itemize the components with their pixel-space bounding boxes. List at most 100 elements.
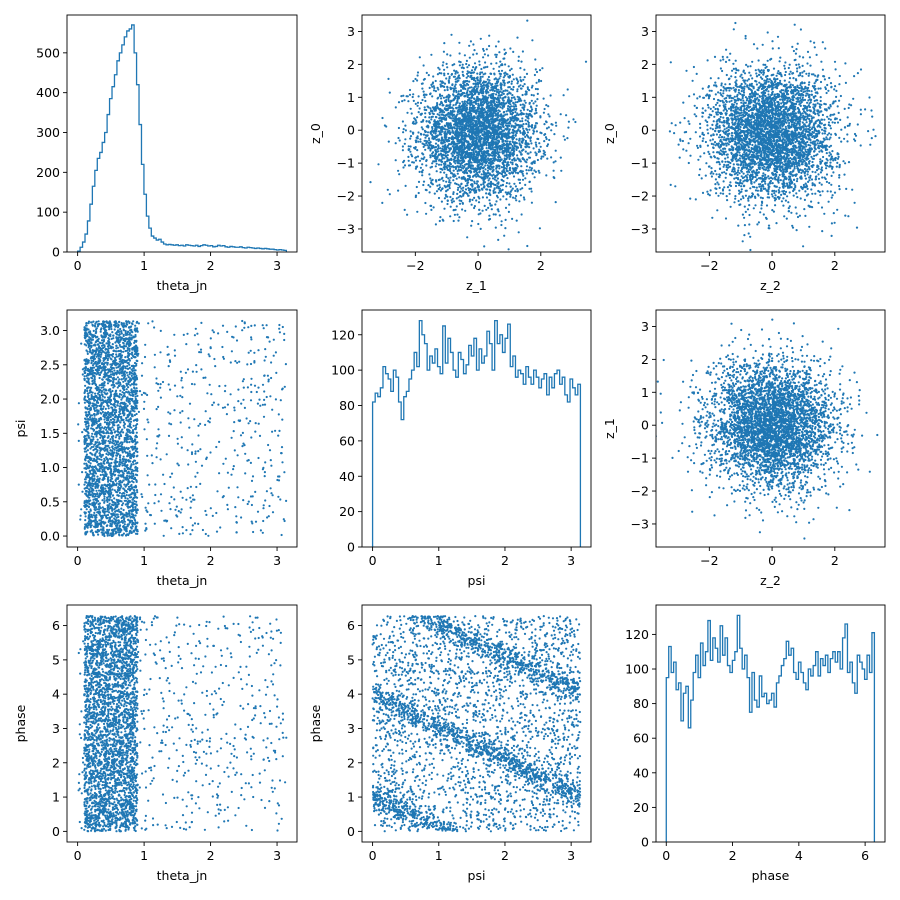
scatter-point bbox=[844, 214, 847, 217]
scatter-point bbox=[784, 73, 787, 77]
scatter-point bbox=[487, 159, 490, 162]
scatter-point bbox=[477, 131, 481, 134]
scatter-point bbox=[412, 99, 415, 102]
scatter-point bbox=[500, 128, 503, 131]
scatter-point bbox=[494, 150, 497, 153]
scatter-point bbox=[517, 123, 520, 127]
scatter-point bbox=[458, 112, 461, 115]
scatter-point bbox=[480, 137, 483, 140]
scatter-point bbox=[457, 142, 460, 145]
scatter-point bbox=[456, 213, 459, 216]
scatter-point bbox=[479, 79, 482, 82]
scatter-point bbox=[438, 72, 441, 75]
scatter-point bbox=[487, 141, 490, 144]
y-tick-label: 3 bbox=[347, 24, 355, 39]
scatter-point bbox=[497, 40, 500, 43]
scatter-point bbox=[480, 85, 483, 88]
scatter-point bbox=[412, 93, 415, 96]
scatter-point bbox=[412, 120, 415, 123]
scatter-point bbox=[460, 141, 463, 144]
scatter-point bbox=[698, 173, 701, 177]
scatter-point bbox=[473, 100, 476, 103]
x-axis-label: theta_jn bbox=[157, 278, 208, 293]
scatter-point bbox=[440, 100, 443, 103]
scatter-point bbox=[839, 94, 843, 98]
scatter-point bbox=[487, 102, 490, 105]
scatter-point bbox=[503, 167, 506, 170]
scatter-point bbox=[486, 166, 490, 169]
scatter-point bbox=[504, 127, 507, 130]
scatter-point bbox=[482, 92, 485, 95]
scatter-point bbox=[451, 129, 454, 132]
scatter-point bbox=[493, 183, 496, 186]
scatter-point bbox=[457, 79, 460, 82]
scatter-point bbox=[447, 124, 450, 127]
scatter-point bbox=[523, 83, 526, 86]
scatter-point bbox=[475, 138, 478, 141]
scatter-point bbox=[487, 179, 490, 182]
scatter-point bbox=[692, 65, 696, 69]
scatter-point bbox=[516, 78, 519, 81]
scatter-point bbox=[440, 133, 443, 136]
scatter-point bbox=[459, 89, 462, 93]
scatter-point bbox=[490, 102, 493, 105]
scatter-point bbox=[508, 80, 511, 84]
scatter-point bbox=[440, 126, 443, 129]
scatter-point bbox=[461, 70, 464, 73]
scatter-point bbox=[502, 121, 505, 124]
y-tick-label: 300 bbox=[36, 125, 60, 140]
scatter-point bbox=[495, 125, 498, 128]
scatter-point bbox=[446, 85, 449, 88]
scatter-point bbox=[476, 142, 479, 145]
scatter-point bbox=[493, 89, 496, 93]
scatter-point bbox=[479, 75, 482, 79]
scatter-point bbox=[512, 129, 515, 132]
scatter-point bbox=[524, 142, 527, 145]
scatter-point bbox=[522, 129, 526, 132]
scatter-point bbox=[496, 84, 499, 87]
scatter-point bbox=[723, 186, 726, 189]
scatter-point bbox=[548, 115, 551, 118]
scatter-point bbox=[788, 77, 792, 80]
scatter-point bbox=[480, 67, 483, 71]
scatter-point bbox=[475, 127, 478, 130]
scatter-point bbox=[488, 177, 491, 180]
scatter-point bbox=[808, 118, 811, 121]
scatter-point bbox=[445, 175, 448, 179]
scatter-point bbox=[525, 112, 528, 115]
scatter-point bbox=[481, 101, 484, 104]
scatter-point bbox=[449, 167, 452, 170]
scatter-point bbox=[477, 135, 481, 138]
scatter-point bbox=[489, 162, 492, 166]
scatter-point bbox=[470, 116, 473, 119]
scatter-point bbox=[422, 145, 425, 148]
scatter-point bbox=[458, 127, 461, 130]
scatter-point bbox=[489, 124, 492, 127]
scatter-point bbox=[499, 126, 502, 129]
scatter-point bbox=[433, 86, 436, 90]
scatter-point bbox=[780, 102, 783, 105]
scatter-point bbox=[526, 108, 529, 111]
y-tick-label: 0 bbox=[52, 245, 60, 260]
scatter-point bbox=[456, 188, 459, 191]
scatter-point bbox=[514, 189, 517, 192]
scatter-point bbox=[487, 75, 490, 79]
scatter-point bbox=[450, 199, 453, 202]
scatter-point bbox=[438, 108, 441, 111]
scatter-point bbox=[432, 151, 435, 154]
scatter-point bbox=[444, 114, 447, 117]
scatter-point bbox=[505, 151, 508, 154]
scatter-point bbox=[434, 90, 437, 93]
scatter-point bbox=[394, 159, 397, 162]
scatter-point bbox=[517, 98, 520, 101]
scatter-point bbox=[526, 131, 530, 134]
scatter-point bbox=[369, 181, 372, 184]
scatter-point bbox=[451, 154, 454, 157]
scatter-point bbox=[508, 136, 511, 139]
scatter-point bbox=[397, 169, 400, 172]
scatter-point bbox=[482, 47, 485, 51]
scatter-point bbox=[522, 127, 525, 130]
scatter-point bbox=[562, 135, 565, 138]
scatter-point bbox=[486, 96, 490, 99]
scatter-point bbox=[475, 153, 478, 156]
